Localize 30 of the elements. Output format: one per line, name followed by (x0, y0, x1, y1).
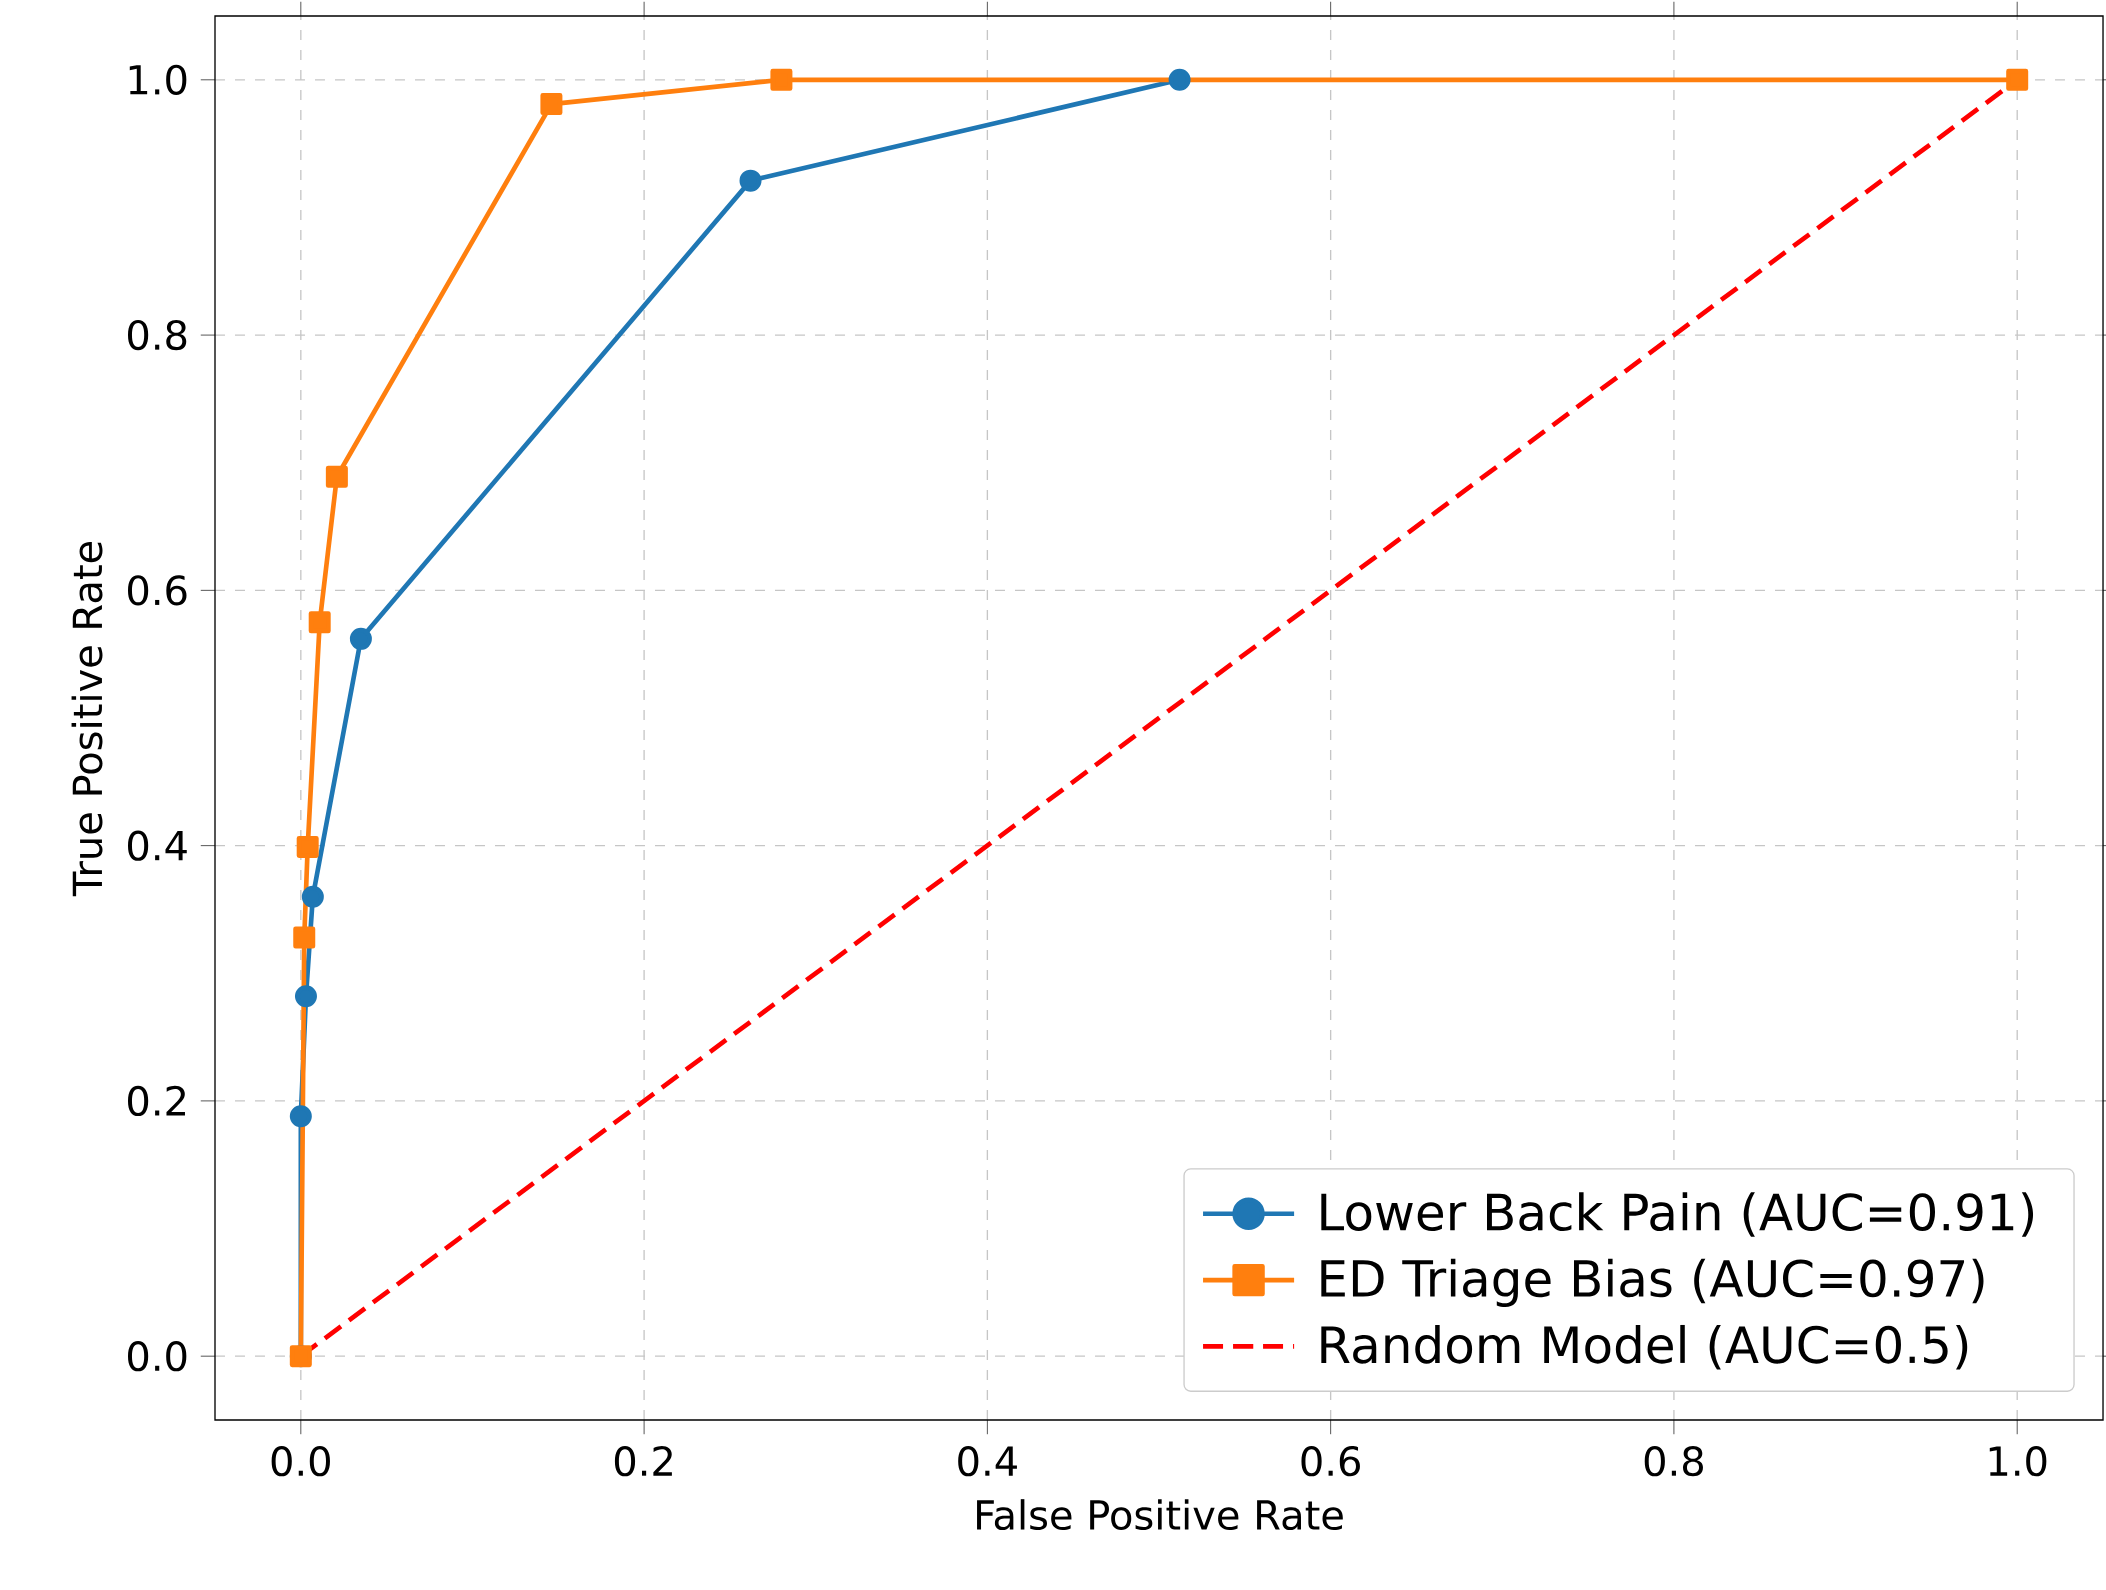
point (739, 169, 762, 192)
y-tick-label: 0.6 (128, 575, 187, 606)
y-axis-title: True Positive Rate (71, 541, 103, 897)
legend-label: Random Model (AUC=0.5) (1321, 1324, 1968, 1370)
x-tick-label: 0.4 (958, 1446, 1017, 1477)
legend-label: Lower Back Pain (AUC=0.91) (1321, 1192, 2034, 1237)
x-tick-label: 0.2 (614, 1446, 672, 1477)
y-tick-label: 0.4 (128, 830, 187, 861)
point (349, 627, 372, 650)
point (308, 611, 331, 634)
x-tick-label: 0.8 (1644, 1446, 1703, 1477)
y-tick-label: 0.2 (128, 1085, 185, 1117)
y-tick-label: 1.0 (129, 64, 187, 95)
point (1168, 68, 1191, 91)
y-tick-label: 0.0 (128, 1341, 187, 1372)
x-tick-label: 1.0 (1989, 1446, 2047, 1477)
x-tick-label: 0.0 (271, 1446, 330, 1477)
x-axis-title: False Positive Rate (977, 1499, 1343, 1531)
point (296, 835, 319, 858)
point (2006, 68, 2029, 91)
point (289, 1105, 312, 1128)
y-tick-label: 0.8 (128, 319, 187, 351)
point (294, 985, 317, 1008)
point (325, 465, 348, 488)
x-tick-label: 0.6 (1301, 1446, 1360, 1477)
point (540, 93, 563, 116)
point (770, 68, 793, 91)
point (293, 926, 316, 949)
legend-label: ED Triage Bias (AUC=0.97) (1321, 1258, 1984, 1307)
point (301, 885, 324, 908)
